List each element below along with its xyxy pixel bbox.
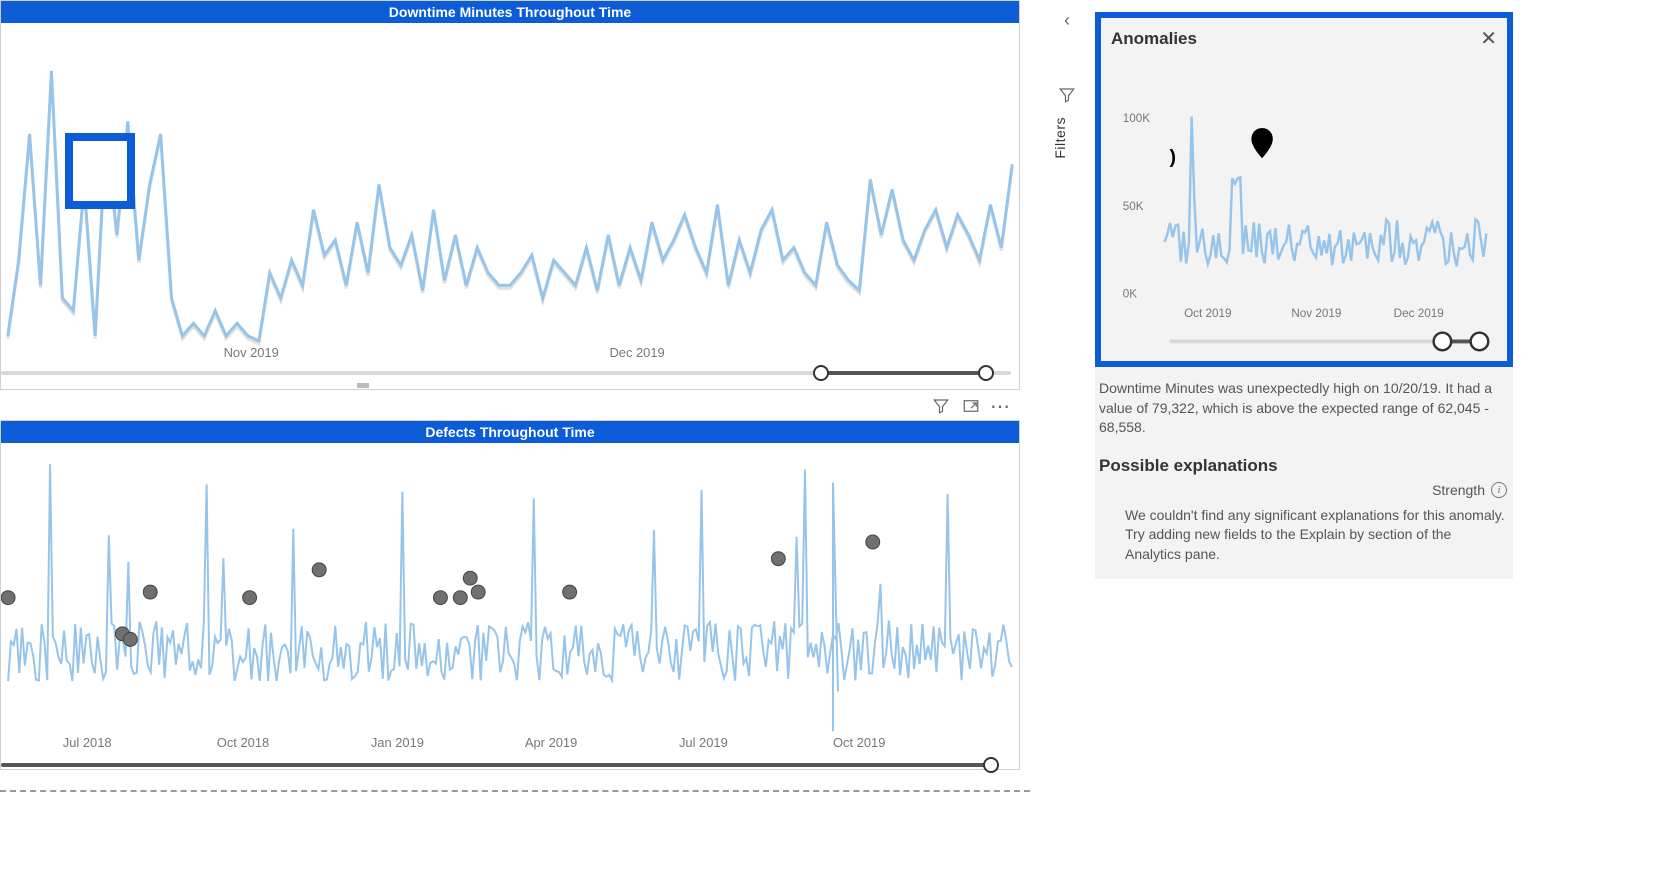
downtime-line-chart[interactable]: Nov 2019 Dec 2019 xyxy=(1,23,1019,387)
range-slider-track xyxy=(1,763,991,767)
svg-text:Dec 2019: Dec 2019 xyxy=(609,345,664,360)
svg-text:0K: 0K xyxy=(1123,288,1138,301)
strength-label: Strength xyxy=(1432,482,1485,498)
strength-row: Strength i xyxy=(1095,476,1513,498)
svg-text:100K: 100K xyxy=(1123,112,1151,125)
anomalies-highlight-box: Anomalies ✕ 100K 50K 0K ) Oct 2019 Nov 2019… xyxy=(1095,12,1513,367)
range-slider-thumb-end[interactable] xyxy=(978,365,994,381)
chart-body: Nov 2019 Dec 2019 xyxy=(1,23,1019,387)
svg-text:): ) xyxy=(1169,146,1176,168)
filters-collapsed-pane: ‹ Filters xyxy=(1052,10,1082,159)
more-options-icon[interactable]: ⋯ xyxy=(991,396,1011,416)
anomaly-description: Downtime Minutes was unexpectedly high o… xyxy=(1095,367,1513,442)
close-icon[interactable]: ✕ xyxy=(1480,26,1497,51)
anomalies-panel: Anomalies ✕ 100K 50K 0K ) Oct 2019 Nov 2019… xyxy=(1095,12,1513,579)
explanation-body-text: We couldn't find any significant explana… xyxy=(1095,498,1513,579)
filter-icon[interactable] xyxy=(931,396,951,416)
svg-text:50K: 50K xyxy=(1123,200,1144,213)
possible-explanations-header: Possible explanations xyxy=(1095,442,1513,476)
range-slider-thumb[interactable] xyxy=(983,757,999,773)
svg-text:Oct 2019: Oct 2019 xyxy=(1184,307,1231,320)
defects-line-chart[interactable]: Jul 2018 Oct 2018 Jan 2019 Apr 2019 Jul 2019… xyxy=(1,443,1019,767)
anomalies-mini-chart[interactable]: 100K 50K 0K ) Oct 2019 Nov 2019 Dec 2019 xyxy=(1111,55,1497,355)
focus-mode-icon[interactable] xyxy=(961,396,981,416)
svg-text:Oct 2018: Oct 2018 xyxy=(217,735,269,750)
svg-text:Oct 2019: Oct 2019 xyxy=(833,735,885,750)
svg-text:Jan 2019: Jan 2019 xyxy=(371,735,424,750)
svg-text:Nov 2019: Nov 2019 xyxy=(1291,307,1341,320)
anomalies-title: Anomalies xyxy=(1111,29,1197,49)
svg-text:Dec 2019: Dec 2019 xyxy=(1394,307,1444,320)
page-divider xyxy=(0,790,1030,792)
anomaly-highlight-box xyxy=(65,133,135,209)
chart-title: Defects Throughout Time xyxy=(1,421,1019,443)
chart-body: Jul 2018 Oct 2018 Jan 2019 Apr 2019 Jul 2019… xyxy=(1,443,1019,767)
chart-title: Downtime Minutes Throughout Time xyxy=(1,1,1019,23)
resize-handle[interactable] xyxy=(357,383,369,388)
svg-text:Jul 2019: Jul 2019 xyxy=(679,735,728,750)
downtime-chart-card[interactable]: Downtime Minutes Throughout Time Nov 201… xyxy=(0,0,1020,390)
filters-label[interactable]: Filters xyxy=(1052,117,1068,159)
range-slider-track xyxy=(821,371,986,375)
range-slider-thumb-start[interactable] xyxy=(813,365,829,381)
expand-filters-chevron-icon[interactable]: ‹ xyxy=(1052,10,1082,31)
filters-icon[interactable] xyxy=(1052,86,1082,109)
report-canvas: Downtime Minutes Throughout Time Nov 201… xyxy=(0,0,1030,790)
defects-chart-card[interactable]: ⋯ Defects Throughout Time Jul 2018Oct 20… xyxy=(0,420,1020,770)
svg-text:Nov 2019: Nov 2019 xyxy=(224,345,279,360)
info-icon[interactable]: i xyxy=(1491,482,1507,498)
svg-text:Apr 2019: Apr 2019 xyxy=(525,735,577,750)
svg-text:Jul 2018: Jul 2018 xyxy=(63,735,112,750)
visual-action-bar: ⋯ xyxy=(931,396,1011,416)
